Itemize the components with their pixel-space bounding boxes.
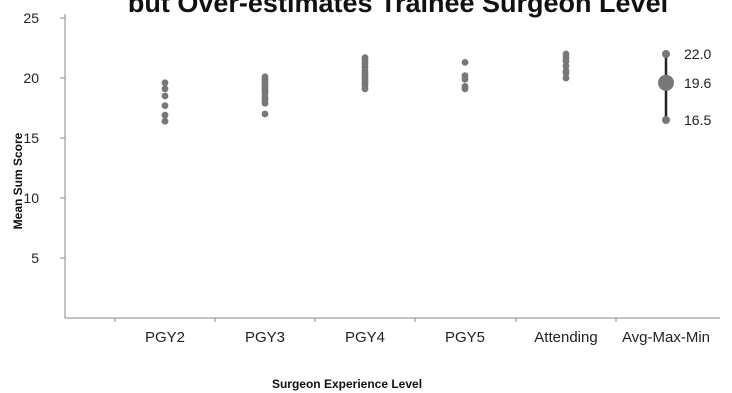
y-tick-label: 5 [31, 250, 39, 266]
x-tick-label: PGY5 [445, 329, 485, 346]
avg-max-min-summary: 22.0 19.6 16.5 [658, 46, 711, 128]
x-tick-label: PGY3 [245, 329, 285, 346]
x-axis-title: Surgeon Experience Level [272, 377, 422, 391]
y-tick-label: 15 [23, 130, 39, 146]
max-point [662, 50, 670, 58]
chart-title: but Over-estimates Trainee Surgeon Level [128, 0, 668, 18]
data-point [361, 54, 369, 61]
data-point [562, 67, 570, 75]
x-tick-label: Avg-Max-Min [622, 329, 710, 346]
avg-point [658, 74, 674, 91]
avg-label: 19.6 [684, 75, 711, 91]
y-axis-title: Mean Sum Score [11, 132, 25, 229]
y-tick-label: 25 [23, 10, 39, 26]
min-point [662, 116, 670, 124]
x-tick-label: Attending [534, 329, 597, 346]
data-point [461, 59, 469, 66]
data-point [261, 73, 269, 81]
data-point [161, 92, 169, 100]
data-point [161, 117, 169, 125]
data-point [562, 62, 570, 70]
x-tick-label: PGY2 [145, 329, 185, 346]
data-point [562, 50, 570, 58]
data-point [161, 85, 169, 93]
data-point [261, 110, 269, 118]
axes [64, 14, 720, 319]
y-tick-label: 10 [23, 190, 39, 206]
min-label: 16.5 [684, 112, 711, 128]
data-points [161, 50, 570, 125]
x-tick-label: PGY4 [345, 329, 385, 346]
x-axis-categories: PGY2 PGY3 PGY4 PGY5 Attending Avg-Max-Min [114, 318, 710, 346]
data-point [161, 111, 169, 119]
data-point [562, 74, 570, 82]
max-label: 22.0 [684, 46, 711, 62]
data-point [461, 83, 469, 90]
data-point [461, 72, 469, 79]
y-tick-label: 20 [23, 70, 39, 86]
data-point [161, 102, 169, 109]
y-axis-ticks: 5 10 15 20 25 [23, 10, 65, 266]
data-point [161, 79, 169, 87]
